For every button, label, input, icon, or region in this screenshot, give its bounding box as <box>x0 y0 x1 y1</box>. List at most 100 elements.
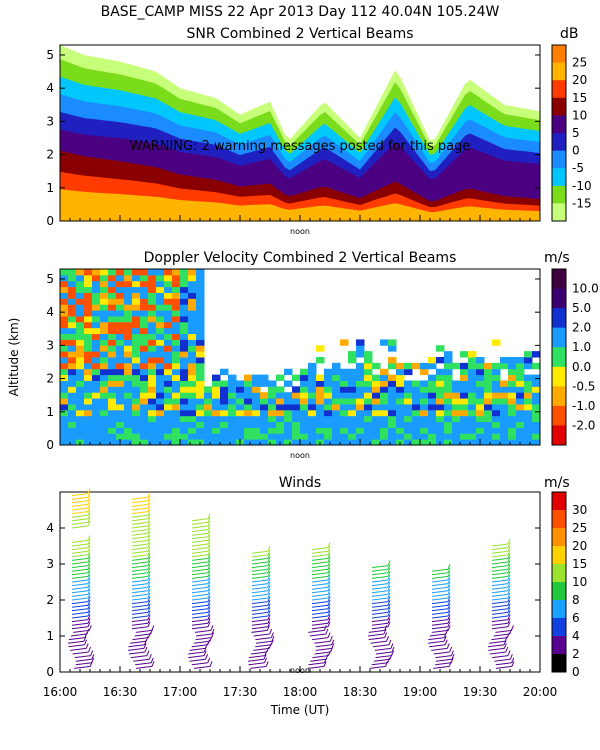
doppler-cell <box>236 392 245 399</box>
wind-barb-flag <box>327 610 331 617</box>
doppler-cell <box>116 386 125 393</box>
doppler-cell <box>348 392 357 399</box>
doppler-cell <box>188 286 197 293</box>
wind-barb <box>189 647 206 651</box>
doppler-cell <box>68 368 77 376</box>
doppler-cell <box>196 333 205 340</box>
doppler-colorbar-frame <box>551 268 567 446</box>
wind-barb <box>311 575 329 579</box>
wind-barb-flag <box>207 531 211 537</box>
doppler-cell <box>156 415 165 423</box>
wind-barb-flag <box>87 506 91 512</box>
doppler-cell <box>148 362 157 370</box>
wind-barb <box>71 579 89 583</box>
wind-barb <box>130 655 148 659</box>
wind-barb-flag <box>327 549 331 555</box>
wind-barb <box>193 665 211 669</box>
doppler-cell <box>148 315 157 323</box>
wind-barb <box>311 565 329 569</box>
doppler-cell <box>476 415 485 423</box>
wind-barb-flag <box>147 596 151 602</box>
wind-barb-flag <box>507 614 511 620</box>
doppler-cell <box>404 398 413 405</box>
wind-barb <box>251 550 269 554</box>
doppler-cell <box>516 392 525 399</box>
wind-barb <box>491 572 509 576</box>
doppler-cell <box>316 415 325 423</box>
wind-barb-flag <box>267 578 271 584</box>
doppler-cell <box>116 380 125 387</box>
wind-barb <box>191 644 208 648</box>
wind-barb <box>251 604 269 608</box>
doppler-cell <box>124 433 133 440</box>
doppler-cell <box>116 374 125 381</box>
wind-barb <box>369 665 386 669</box>
doppler-cell <box>172 427 181 434</box>
doppler-cell <box>84 351 93 358</box>
doppler-cell <box>212 415 221 423</box>
wind-barb-flag <box>207 517 211 523</box>
doppler-cell <box>76 339 85 346</box>
doppler-cell <box>316 421 325 428</box>
doppler-cell <box>188 398 197 405</box>
doppler-cell <box>132 392 141 399</box>
wind-barb-flag <box>507 592 511 599</box>
doppler-cell <box>244 392 253 399</box>
doppler-cell <box>276 398 285 405</box>
wind-barb-flag <box>147 582 151 588</box>
doppler-cell <box>372 415 381 423</box>
wind-barb <box>435 658 453 662</box>
winds-colorbar-label: 6 <box>572 611 580 625</box>
doppler-cell <box>220 403 229 411</box>
wind-barb <box>128 644 145 648</box>
wind-barb-flag <box>267 603 271 609</box>
wind-barb-flag <box>387 618 391 624</box>
doppler-cell <box>516 427 525 434</box>
doppler-cell <box>188 345 197 352</box>
wind-barb-flag <box>87 556 91 563</box>
doppler-cell <box>172 392 181 399</box>
doppler-cell <box>100 286 109 293</box>
wind-barb-flag <box>207 520 211 527</box>
wind-barb <box>315 644 332 648</box>
doppler-cell <box>124 286 133 293</box>
winds-colorbar-label: 30 <box>572 503 587 517</box>
doppler-cell <box>228 433 237 440</box>
doppler-cell <box>228 409 237 417</box>
doppler-cell <box>196 315 205 323</box>
wind-barb <box>488 647 505 651</box>
doppler-cell <box>180 380 189 387</box>
doppler-cell <box>444 386 453 393</box>
wind-barb-flag <box>329 636 333 642</box>
wind-barb <box>311 597 329 601</box>
wind-barb-flag <box>147 618 151 624</box>
doppler-cell <box>356 421 365 428</box>
wind-barb-flag <box>147 499 151 505</box>
wind-barb-flag <box>87 610 91 617</box>
doppler-cell <box>60 292 69 299</box>
doppler-cell <box>172 374 181 381</box>
doppler-cell <box>84 304 93 311</box>
wind-barb <box>491 565 509 569</box>
doppler-cell <box>188 304 197 311</box>
doppler-cell <box>116 421 125 428</box>
doppler-cell <box>260 415 269 423</box>
wind-barb-flag <box>267 618 271 624</box>
wind-barb-flag <box>210 625 214 631</box>
doppler-cell <box>444 433 453 440</box>
wind-barb <box>71 557 89 561</box>
doppler-cell <box>252 427 261 434</box>
doppler-cell <box>68 345 77 352</box>
doppler-cell <box>188 310 197 317</box>
doppler-cell <box>460 427 469 434</box>
doppler-cell <box>212 398 221 405</box>
doppler-cell <box>484 380 493 387</box>
doppler-cell <box>348 374 357 381</box>
doppler-cell <box>220 386 229 393</box>
doppler-cell <box>444 351 453 358</box>
doppler-cell <box>396 398 405 405</box>
wind-barb <box>71 619 89 623</box>
wind-barb-flag <box>383 628 387 635</box>
doppler-cell <box>420 380 429 387</box>
doppler-cell <box>180 292 189 299</box>
